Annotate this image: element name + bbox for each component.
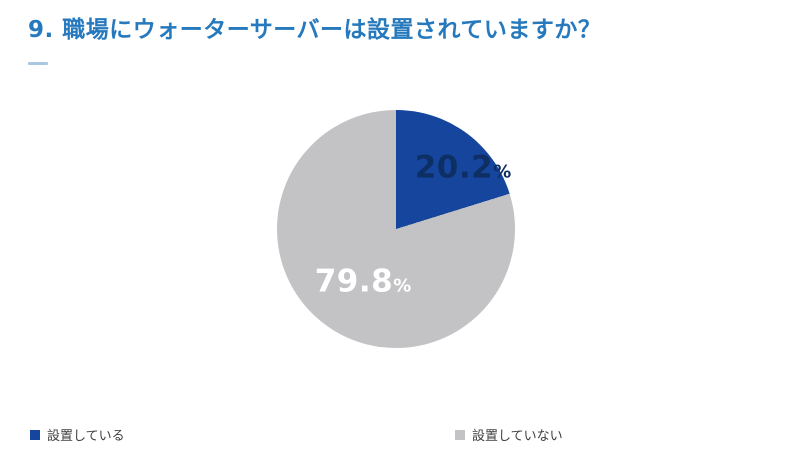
pie-chart: 20.2% 79.8% bbox=[277, 110, 515, 348]
legend-swatch-not-installed bbox=[455, 429, 465, 440]
legend-item-not-installed: 設置していない bbox=[455, 425, 563, 444]
page-title: 9. 職場にウォーターサーバーは設置されていますか？ bbox=[28, 17, 602, 43]
legend-label-installed: 設置している bbox=[47, 429, 125, 444]
legend: 設置している 設置していない bbox=[0, 425, 795, 447]
percent-sign: % bbox=[493, 161, 512, 183]
legend-swatch-installed bbox=[30, 429, 40, 440]
legend-item-installed: 設置している bbox=[30, 425, 125, 444]
pie-label-installed: 20.2% bbox=[414, 149, 512, 186]
chart-header: 9. 職場にウォーターサーバーは設置されていますか？ bbox=[28, 16, 601, 65]
title-underline bbox=[28, 61, 48, 65]
pie-value-not-installed: 79.8 bbox=[314, 263, 394, 300]
legend-label-not-installed: 設置していない bbox=[472, 429, 563, 444]
pie-label-not-installed: 79.8% bbox=[314, 263, 412, 300]
percent-sign: % bbox=[393, 275, 412, 297]
pie-value-installed: 20.2 bbox=[414, 149, 494, 186]
pie bbox=[277, 110, 515, 348]
